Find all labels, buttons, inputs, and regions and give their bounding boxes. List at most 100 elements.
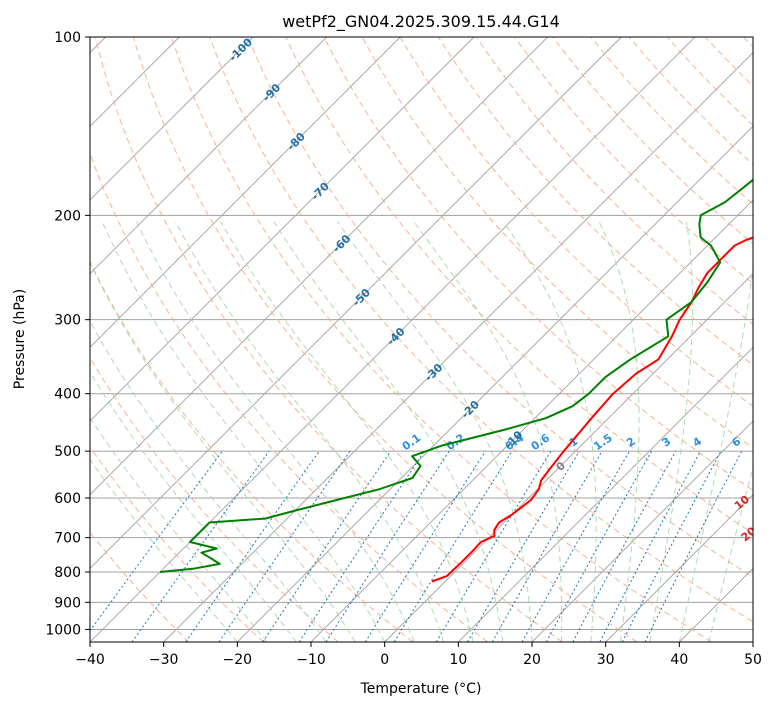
isotherm-line [90,37,327,275]
isotherm-line [384,273,753,642]
y-axis-label: Pressure (hPa) [12,289,28,389]
x-tick-label: 30 [597,652,615,668]
mixing-ratio-line [572,450,677,642]
mixing-ratio-line [185,450,320,642]
dry-adiabat-line [90,260,414,642]
isotherm-line [458,346,753,642]
y-tick-label: 200 [54,208,81,224]
moist-adiabat-line [90,370,297,642]
isotherm-label: -90 [260,81,283,104]
mixing-ratio-line [599,450,701,642]
axis-ticks: −40 −30 −20 −10 0 10 20 30 40 5010020030040050060… [45,30,762,668]
mixing-ratio-label: 8 [754,435,768,450]
mixing-ratio-line [218,450,351,642]
y-tick-label: 300 [54,313,81,329]
dry-adiabat-line [361,37,753,449]
mixing-ratio-label: 6 [729,435,743,450]
isotherm-label: -70 [309,180,332,203]
isotherm-line [90,37,401,348]
isotherm-line [531,420,753,642]
isotherm-line [90,37,548,496]
dry-adiabat-line [514,37,753,285]
isotherm-line [237,125,753,642]
dry-adiabat-label: 20 [739,524,759,544]
dry-adiabat-line [323,37,753,491]
isotherm-label: -50 [350,286,373,309]
x-axis-label: Temperature (°C) [360,681,482,697]
moist-adiabat-line [503,221,597,642]
moist-adiabat-line [90,320,327,642]
background-lines [90,37,753,642]
y-tick-label: 500 [54,444,81,460]
moist-adiabat-line [678,264,753,642]
mixing-ratio-label: 1 [567,435,581,450]
dry-adiabat-line [171,37,712,642]
dry-adiabat-line [90,446,264,642]
moist-adiabat-line [649,221,694,642]
moist-adiabat-line [273,221,503,642]
y-tick-label: 800 [54,565,81,581]
mixing-ratio-label: 1.5 [591,431,614,453]
isotherm-line [310,199,753,642]
mixing-ratio-line [393,450,513,642]
dry-adiabat-line [437,37,753,366]
isotherm-line [605,494,753,642]
y-tick-label: 600 [54,491,81,507]
dry-adiabat-line [247,37,753,578]
mixing-ratio-line [262,450,392,642]
mixing-ratio-line [644,450,743,642]
isotherm-line [163,52,753,642]
isotherm-label: -30 [422,361,445,384]
moist-adiabat-line [220,221,474,642]
x-tick-label: 50 [744,652,762,668]
line-labels: 0.10.20.40.611.52346810131620253036-100-… [226,37,771,574]
mixing-ratio-label: 3 [660,435,674,450]
plot-frame [89,36,754,643]
moist-adiabat-line [90,458,238,642]
y-tick-label: 100 [54,30,81,46]
isotherm-line [90,37,254,201]
mixing-ratio-line [90,450,223,632]
moist-adiabat-line [598,221,640,642]
moist-adiabat-line [90,261,356,642]
mixing-ratio-line [325,450,450,642]
dry-adiabat-line [90,356,339,642]
moist-adiabat-line [136,221,415,642]
x-tick-label: −30 [149,652,179,668]
dry-adiabat-label: 10 [732,493,752,513]
y-tick-label: 900 [54,595,81,611]
x-tick-label: −20 [223,652,253,668]
mixing-ratio-line [467,450,580,642]
y-tick-label: 1000 [45,622,81,638]
profile-traces [159,178,753,583]
dry-adiabat-line [132,37,638,642]
x-tick-label: 20 [523,652,541,668]
mixing-ratio-line [521,450,630,642]
isotherm-line [752,641,753,642]
x-tick-label: −40 [75,652,105,668]
x-tick-label: 0 [380,652,389,668]
dry-adiabat-line [666,37,753,126]
isotherm-label: -60 [330,232,353,255]
moist-adiabat-line [101,221,386,642]
moist-adiabat-line [337,221,533,642]
mixing-ratio-line [545,450,653,642]
moist-adiabat-line [413,221,563,642]
mixing-ratio-line [131,450,270,642]
x-tick-label: −10 [296,652,326,668]
dry-adiabat-line [90,531,190,642]
chart-title: wetPf2_GN04.2025.309.15.44.G14 [282,12,560,32]
dry-adiabat-line [743,37,753,48]
mixing-ratio-label: 0.1 [400,431,423,453]
temperature-trace [431,236,753,583]
moist-adiabat-line [175,221,445,642]
mixing-ratio-line [364,450,486,642]
mixing-ratio-label: 0.6 [529,431,553,453]
dry-adiabat-line [590,37,753,205]
dry-adiabat-line [704,37,753,87]
isotherm-line [679,567,753,642]
mixing-ratio-line [298,450,425,642]
dry-adiabat-label: 30 [751,554,771,574]
dry-adiabat-line [628,37,753,166]
